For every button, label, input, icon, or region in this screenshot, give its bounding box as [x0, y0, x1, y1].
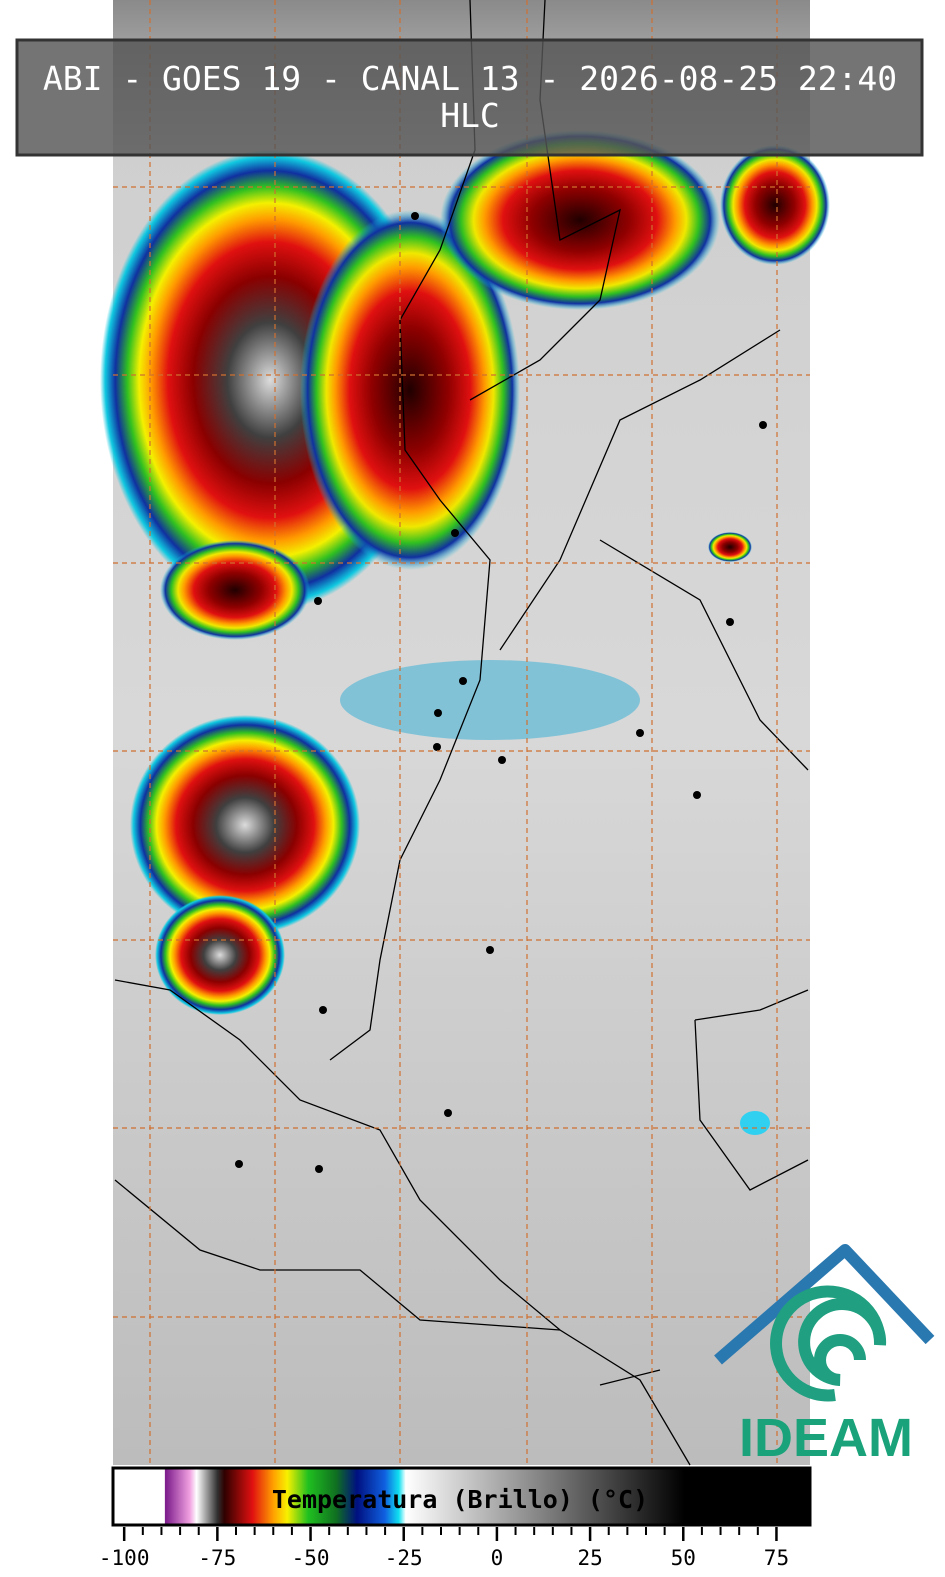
storm-cell [155, 895, 285, 1015]
title: ABI - GOES 19 - CANAL 13 - 2026-08-25 22… [43, 59, 897, 98]
cities [235, 212, 767, 1173]
colorbar-tick-label: 50 [671, 1546, 696, 1570]
colorbar-tick-label: -75 [198, 1546, 236, 1570]
colorbar-tick-label: -50 [292, 1546, 330, 1570]
colorbar-label: Temperatura (Brillo) (°C) [272, 1485, 648, 1514]
colorbar-tick-label: -25 [385, 1546, 423, 1570]
colorbar-tick-label: 25 [577, 1546, 602, 1570]
title-box [15, 38, 924, 157]
logo: IDEAM [714, 1244, 935, 1468]
graticule [113, 0, 810, 1465]
storm-cell [708, 532, 752, 562]
cloud-tops [100, 130, 830, 1135]
cloud-spot [740, 1111, 770, 1135]
logo-text: IDEAM [739, 1408, 913, 1468]
storm-cell [720, 145, 830, 265]
colorbar [111, 1466, 812, 1527]
colorbar-tick-label: 75 [764, 1546, 789, 1570]
colorbar-ticks: -100 -75 -50 -25 0 25 50 75 [99, 1527, 789, 1570]
storm-cell [300, 210, 520, 570]
colorbar-tick-label: 0 [491, 1546, 504, 1570]
borders [114, 0, 809, 1466]
colorbar-tick-label: -100 [99, 1546, 150, 1570]
subtitle: HLC [440, 96, 500, 135]
storm-cell [160, 540, 310, 640]
storm-cell [130, 715, 360, 935]
storm-cell [440, 130, 720, 310]
cloud-band [340, 660, 640, 740]
